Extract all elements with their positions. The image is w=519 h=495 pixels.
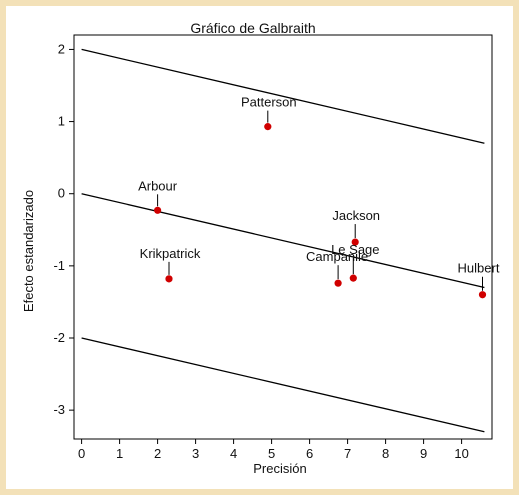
point-label: Patterson — [241, 95, 297, 110]
x-tick-label: 5 — [268, 446, 275, 461]
x-tick-label: 10 — [454, 446, 468, 461]
x-tick-label: 8 — [382, 446, 389, 461]
line-upper — [81, 48, 485, 144]
y-axis-label: Efecto estandarizado — [21, 190, 36, 312]
x-tick-label: 2 — [154, 446, 161, 461]
x-tick-label: 6 — [306, 446, 313, 461]
y-tick-label: -2 — [53, 330, 65, 345]
chart-title: Gráfico de Galbraith — [190, 20, 315, 36]
x-tick-label: 4 — [230, 446, 237, 461]
y-tick-label: -3 — [53, 402, 65, 417]
x-tick-label: 1 — [116, 446, 123, 461]
line-center — [81, 193, 485, 289]
galbraith-chart: Gráfico de Galbraith Precisión Efecto es… — [21, 20, 500, 476]
x-tick-label: 7 — [344, 446, 351, 461]
data-point — [154, 206, 162, 214]
y-tick-label: 2 — [58, 41, 65, 56]
point-label: Jackson — [332, 208, 380, 223]
point-label: Arbour — [138, 178, 178, 193]
point-label: Krikpatrick — [140, 246, 201, 261]
point-label: Le Sage — [331, 242, 379, 257]
x-tick-label: 3 — [192, 446, 199, 461]
point-label: Campanile — [306, 249, 368, 264]
y-tick-label: 1 — [58, 114, 65, 129]
x-axis-label: Precisión — [253, 461, 306, 476]
x-tick-label: 0 — [78, 446, 85, 461]
data-point — [351, 238, 359, 246]
y-tick-label: -1 — [53, 258, 65, 273]
data-point — [165, 275, 173, 283]
data-point — [334, 279, 342, 287]
point-label: Hulbert — [458, 261, 500, 276]
plot-area — [73, 34, 493, 440]
x-tick-label: 9 — [420, 446, 427, 461]
data-point — [349, 274, 357, 282]
line-lower — [81, 337, 485, 433]
data-point — [264, 123, 272, 131]
y-tick-label: 0 — [58, 186, 65, 201]
data-point — [478, 291, 487, 299]
